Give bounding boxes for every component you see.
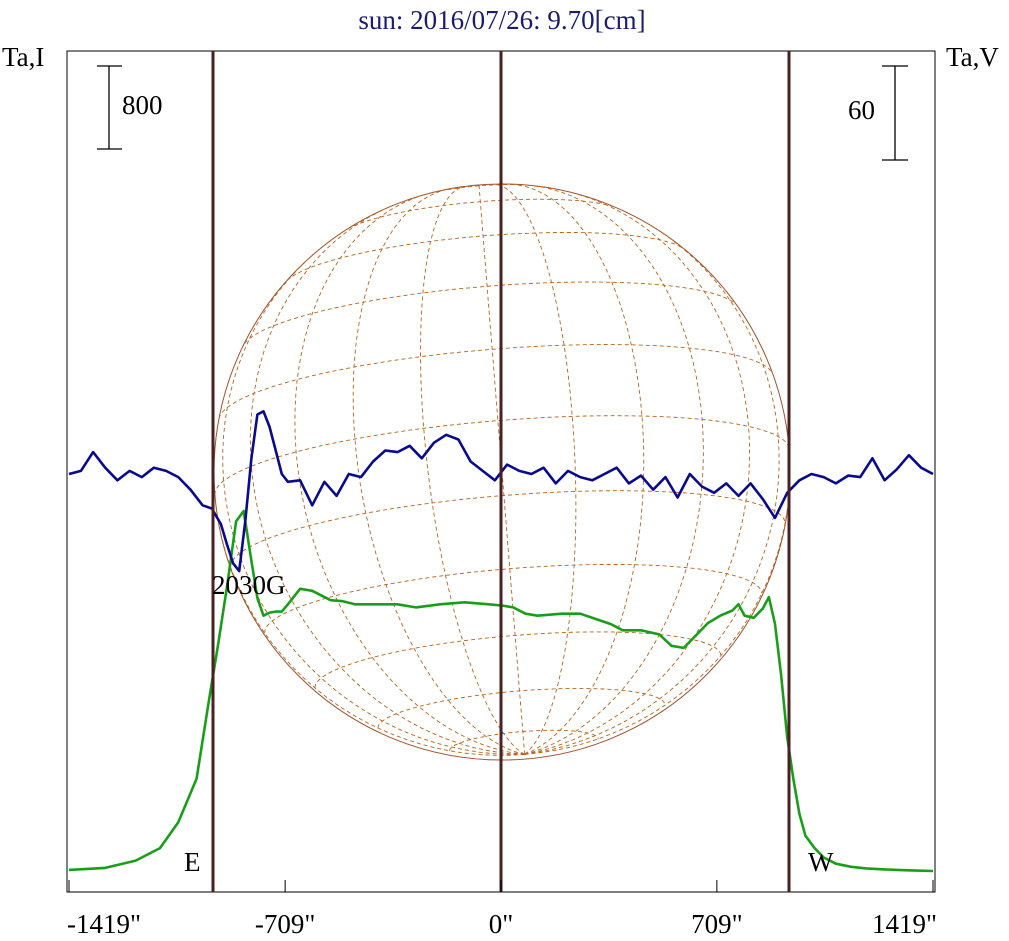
- y-left-axis-label: Ta,I: [2, 42, 44, 72]
- y-right-axis-label: Ta,V: [946, 42, 999, 72]
- disk-latitude-line: [244, 281, 736, 344]
- disk-longitude-line: [214, 494, 525, 756]
- disk-longitude-line: [524, 191, 751, 755]
- east-limb-label: E: [184, 847, 201, 877]
- solar-disk: [213, 183, 791, 761]
- disk-longitude-line: [524, 448, 791, 755]
- disk-latitude-line: [449, 729, 599, 751]
- disk-longitude-line: [352, 188, 525, 755]
- disk-latitude-line: [286, 232, 685, 281]
- x-tick-label: 0": [489, 909, 514, 939]
- x-tick-label: -709": [255, 909, 316, 939]
- disk-longitude-line: [508, 183, 645, 755]
- polarization-series-line: [68, 410, 934, 573]
- disk-longitude-line: [222, 248, 525, 755]
- disk-latitude-line: [264, 564, 763, 634]
- disk-longitude-line: [524, 222, 780, 755]
- west-limb-label: W: [808, 847, 834, 877]
- scale-bar-left: [97, 65, 122, 150]
- annotation-label: 2030G: [212, 570, 286, 600]
- disk-latitude-line: [218, 344, 774, 419]
- chart-title: sun: 2016/07/26: 9.70[cm]: [358, 5, 645, 35]
- disk-longitude-line: [420, 186, 525, 755]
- disk-longitude-line: [249, 205, 525, 755]
- intensity-series-line: [68, 509, 934, 873]
- scale-bar-right-label: 60: [848, 95, 875, 125]
- disk-longitude-line: [524, 185, 704, 755]
- x-tick-label: -1419": [67, 909, 141, 939]
- x-tick-label: 1419": [872, 909, 937, 939]
- disk-longitude-line: [294, 193, 525, 755]
- scale-bar-right: [882, 65, 908, 161]
- disk-longitude-line: [494, 183, 577, 755]
- x-tick-label: 709": [691, 909, 743, 939]
- scale-bar-left-label: 800: [122, 90, 163, 120]
